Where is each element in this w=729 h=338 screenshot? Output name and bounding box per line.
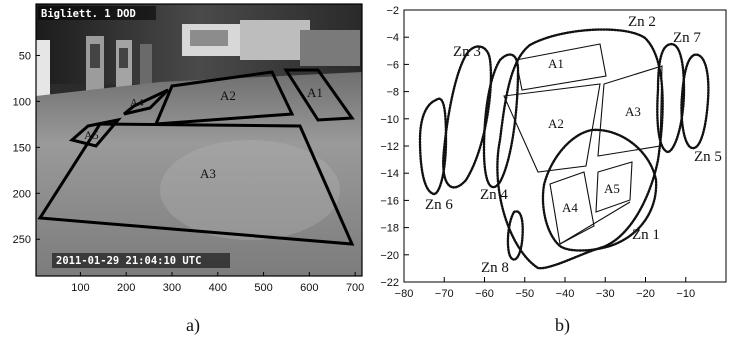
- zone-label-zn6: Zn 6: [425, 197, 453, 213]
- area-label-a3: A3: [200, 166, 216, 181]
- zone-label-zn7: Zn 7: [673, 30, 701, 46]
- zone-3-boundary: [442, 45, 493, 189]
- panel-b-y-tick-label: −18: [380, 223, 399, 235]
- panel-b-y-tick-label: −16: [380, 195, 399, 207]
- panel-a-x-tick-label: 500: [254, 282, 272, 294]
- panel-a-x-tick-label: 200: [117, 282, 135, 294]
- plot-area-label-a1: A1: [548, 56, 564, 71]
- panel-b-y-tick-label: −12: [380, 141, 399, 153]
- panel-b-y-tick-label: −14: [380, 168, 399, 180]
- plot-area-label-a3: A3: [625, 104, 641, 119]
- panel-a-x-tick-label: 100: [71, 282, 89, 294]
- camera-timestamp: 2011-01-29 21:04:10 UTC: [56, 255, 201, 267]
- plot-area-label-a5: A5: [604, 181, 620, 196]
- panel-b-x-tick-label: −20: [636, 288, 655, 300]
- area-label-a1: A1: [307, 85, 323, 100]
- area-a2-polygon: [503, 83, 601, 173]
- area-a4-polygon: [549, 171, 595, 245]
- panel-a-x-tick-label: 300: [163, 282, 181, 294]
- panel-b-x-tick-label: −60: [475, 288, 494, 300]
- area-label-a2: A2: [220, 88, 236, 103]
- panel-a-axes: 100 200 300 400 500 600 700 50 100 150 200 250: [13, 50, 365, 294]
- plot-area-label-a2: A2: [548, 116, 564, 131]
- panel-a-x-tick-label: 600: [300, 282, 318, 294]
- panel-a-x-tick-label: 400: [209, 282, 227, 294]
- panel-b-y-tick-label: −20: [380, 250, 399, 262]
- zone-8-boundary: [506, 210, 524, 261]
- panel-b-x-tick-label: −70: [435, 288, 454, 300]
- panel-a-y-tick-label: 200: [13, 188, 31, 200]
- area-a3-polygon: [597, 65, 663, 157]
- zone-label-zn5: Zn 5: [694, 149, 722, 165]
- panel-a-y-tick-label: 250: [13, 234, 31, 246]
- panel-a-frame: [35, 3, 363, 277]
- zone-label-zn1: Zn 1: [632, 227, 660, 243]
- panel-b-y-tick-label: −4: [386, 32, 399, 44]
- panel-b-x-tick-label: −30: [596, 288, 615, 300]
- zone-label-zn3: Zn 3: [453, 44, 481, 60]
- panel-b-x-tick-label: −40: [556, 288, 575, 300]
- panel-a-x-tick-label: 700: [346, 282, 364, 294]
- panel-b-x-tick-label: −10: [676, 288, 695, 300]
- zone-5-boundary: [680, 53, 710, 150]
- panel-b-y-tick-label: −22: [380, 277, 399, 289]
- panel-a-y-tick-label: 50: [19, 50, 31, 62]
- panel-b-x-tick-label: −80: [395, 288, 414, 300]
- panel-b-y-tick-label: −2: [386, 5, 399, 17]
- panel-b-axes: −80 −70 −60 −50 −40 −30 −20 −10 −2 −4 −6 −8 −10 −12 −1…: [380, 5, 695, 300]
- panel-a-y-tick-label: 150: [13, 142, 31, 154]
- panel-b-y-tick-label: −6: [386, 59, 399, 71]
- zone-7-boundary: [656, 42, 686, 154]
- panel-a-caption: a): [186, 315, 200, 336]
- zone-label-zn2: Zn 2: [628, 14, 656, 30]
- panel-a: Bigliett. 1 DOD 2011-01-29 21:04:10 UTC …: [13, 3, 365, 336]
- zone-4-boundary: [482, 53, 520, 189]
- area-a1-polygon: [515, 43, 607, 91]
- panel-a-y-tick-label: 100: [13, 96, 31, 108]
- panel-b-caption: b): [555, 315, 570, 336]
- zone-1-boundary: [541, 128, 658, 252]
- panel-b-y-tick-label: −8: [386, 87, 399, 99]
- area-label-a5: A5: [84, 128, 99, 142]
- area-label-a4: A4: [130, 97, 144, 109]
- zone-label-zn8: Zn 8: [481, 260, 509, 276]
- camera-label: Bigliett. 1 DOD: [41, 8, 136, 20]
- area-connector-line: [559, 201, 631, 245]
- area-a5-polygon: [595, 161, 633, 213]
- panel-b-y-tick-label: −10: [380, 114, 399, 126]
- camera-image: Bigliett. 1 DOD 2011-01-29 21:04:10 UTC: [36, 4, 362, 276]
- panel-b-x-tick-label: −50: [515, 288, 534, 300]
- zone-label-zn4: Zn 4: [480, 187, 508, 203]
- plot-area-label-a4: A4: [562, 200, 578, 215]
- panel-b: −80 −70 −60 −50 −40 −30 −20 −10 −2 −4 −6 −8 −10 −12 −1…: [380, 5, 727, 336]
- zone-6-boundary: [418, 97, 448, 196]
